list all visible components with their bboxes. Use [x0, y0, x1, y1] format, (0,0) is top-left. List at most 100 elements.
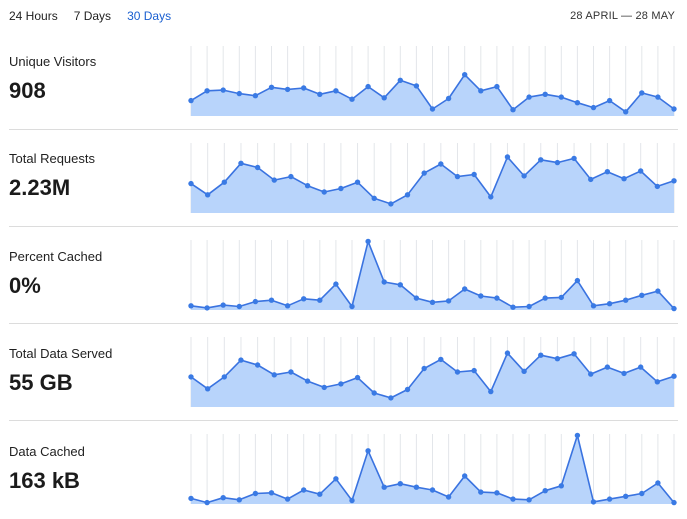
data-point[interactable] — [204, 386, 211, 392]
data-point[interactable] — [542, 488, 548, 494]
data-point[interactable] — [254, 362, 261, 368]
data-point[interactable] — [381, 484, 387, 490]
data-point[interactable] — [284, 86, 291, 93]
data-point[interactable] — [637, 364, 644, 370]
data-point[interactable] — [365, 448, 371, 454]
data-point[interactable] — [354, 179, 361, 185]
data-point[interactable] — [471, 171, 477, 178]
data-point[interactable] — [671, 178, 677, 184]
data-point[interactable] — [301, 487, 307, 493]
data-point[interactable] — [301, 85, 307, 91]
data-point[interactable] — [558, 94, 564, 100]
data-point[interactable] — [236, 303, 242, 310]
data-point[interactable] — [333, 88, 339, 94]
data-point[interactable] — [637, 168, 644, 174]
data-point[interactable] — [478, 293, 484, 299]
data-point[interactable] — [621, 370, 627, 377]
data-point[interactable] — [204, 88, 210, 94]
data-point[interactable] — [604, 364, 611, 370]
data-point[interactable] — [526, 94, 532, 100]
data-point[interactable] — [397, 282, 403, 288]
data-point[interactable] — [397, 481, 403, 487]
data-point[interactable] — [504, 350, 511, 356]
data-point[interactable] — [623, 109, 629, 115]
data-point[interactable] — [574, 277, 581, 284]
data-point[interactable] — [454, 369, 461, 375]
data-point[interactable] — [333, 476, 339, 482]
data-point[interactable] — [590, 303, 597, 309]
data-point[interactable] — [404, 192, 411, 198]
data-point[interactable] — [454, 173, 461, 180]
data-point[interactable] — [671, 373, 677, 379]
data-point[interactable] — [554, 159, 561, 166]
data-point[interactable] — [558, 294, 564, 301]
data-point[interactable] — [621, 176, 627, 182]
data-point[interactable] — [521, 173, 527, 179]
data-point[interactable] — [188, 97, 194, 104]
data-point[interactable] — [238, 357, 244, 363]
data-point[interactable] — [349, 96, 355, 102]
data-point[interactable] — [655, 94, 661, 100]
data-point[interactable] — [510, 304, 516, 310]
data-point[interactable] — [588, 176, 594, 183]
data-point[interactable] — [371, 390, 377, 396]
data-point[interactable] — [338, 185, 344, 192]
data-point[interactable] — [510, 107, 516, 113]
data-point[interactable] — [606, 301, 613, 307]
data-point[interactable] — [655, 480, 661, 486]
data-point[interactable] — [268, 297, 275, 303]
data-point[interactable] — [554, 356, 561, 362]
data-point[interactable] — [388, 395, 394, 401]
data-point[interactable] — [421, 365, 427, 372]
data-point[interactable] — [462, 286, 468, 292]
data-point[interactable] — [606, 97, 613, 104]
data-point[interactable] — [471, 367, 477, 374]
data-point[interactable] — [252, 490, 259, 497]
data-point[interactable] — [404, 386, 411, 393]
data-point[interactable] — [494, 295, 500, 301]
data-point[interactable] — [238, 160, 244, 166]
data-point[interactable] — [538, 352, 544, 358]
data-point[interactable] — [639, 292, 645, 298]
data-point[interactable] — [221, 374, 228, 380]
data-point[interactable] — [236, 497, 242, 503]
data-point[interactable] — [388, 201, 394, 207]
data-point[interactable] — [558, 483, 564, 489]
data-point[interactable] — [538, 157, 544, 163]
data-point[interactable] — [421, 170, 427, 176]
data-point[interactable] — [671, 499, 677, 506]
data-point[interactable] — [639, 90, 645, 96]
data-point[interactable] — [655, 288, 661, 294]
data-point[interactable] — [301, 296, 307, 302]
data-point[interactable] — [429, 299, 436, 305]
data-point[interactable] — [494, 83, 500, 90]
data-point[interactable] — [590, 104, 597, 111]
data-point[interactable] — [488, 388, 494, 395]
data-point[interactable] — [654, 379, 661, 385]
data-point[interactable] — [268, 84, 275, 90]
data-point[interactable] — [526, 303, 532, 310]
data-point[interactable] — [542, 91, 548, 97]
data-point[interactable] — [413, 295, 420, 301]
data-point[interactable] — [236, 90, 242, 97]
data-point[interactable] — [462, 473, 468, 479]
data-point[interactable] — [220, 302, 226, 308]
data-point[interactable] — [604, 169, 611, 175]
data-point[interactable] — [654, 183, 661, 190]
data-point[interactable] — [349, 497, 355, 504]
data-point[interactable] — [438, 356, 444, 363]
data-point[interactable] — [188, 495, 194, 502]
data-point[interactable] — [220, 87, 226, 93]
data-point[interactable] — [438, 161, 444, 167]
data-point[interactable] — [252, 93, 259, 99]
data-point[interactable] — [381, 95, 387, 101]
data-point[interactable] — [521, 368, 527, 374]
data-point[interactable] — [304, 378, 311, 384]
data-point[interactable] — [571, 351, 577, 357]
data-point[interactable] — [288, 173, 294, 180]
data-point[interactable] — [321, 384, 327, 391]
data-point[interactable] — [445, 494, 452, 500]
data-point[interactable] — [574, 432, 581, 439]
data-point[interactable] — [671, 305, 677, 312]
data-point[interactable] — [271, 177, 277, 183]
